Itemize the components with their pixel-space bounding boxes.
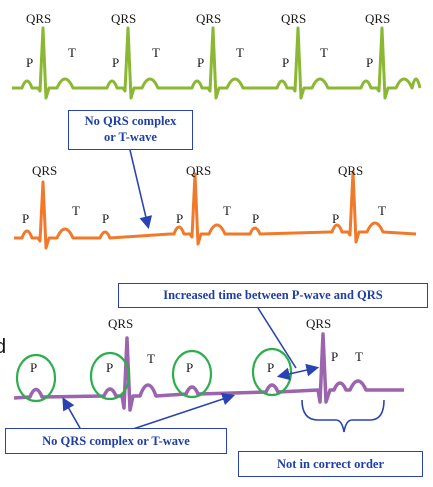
middle-p-label: P [252, 211, 260, 226]
not-in-order-bracket [301, 399, 385, 433]
p-wave-circle [171, 349, 213, 399]
p-wave-circle [89, 351, 131, 401]
middle-t-label: T [378, 203, 386, 218]
p-to-qrs-double-arrow [276, 363, 320, 381]
middle-p-label: P [176, 211, 184, 226]
no-qrs-t-bottom-callout: No QRS complex or T-wave [5, 428, 227, 454]
bottom-qrs-label: QRS [306, 316, 332, 331]
top-qrs-label: QRS [26, 11, 52, 26]
bottom-p-label: P [267, 360, 275, 375]
no-qrs-t-callout-line1: No QRS complex [84, 114, 177, 128]
no-qrs-t-callout: No QRS complex or T-wave [68, 110, 193, 150]
increased-time-pointer [257, 307, 297, 369]
bottom-p-label: P [331, 349, 339, 364]
top-p-label: P [112, 55, 120, 70]
no-qrs-bottom-arrow-left [62, 397, 81, 429]
bottom-p-label: P [30, 360, 38, 375]
top-t-label: T [68, 45, 76, 60]
middle-t-label: T [223, 203, 231, 218]
increased-time-callout: Increased time between P-wave and QRS [118, 283, 428, 308]
top-p-label: P [282, 55, 290, 70]
bottom-qrs-label: QRS [108, 316, 134, 331]
top-qrs-label: QRS [111, 11, 137, 26]
top-p-label: P [366, 55, 374, 70]
edge-fragment-text: d [0, 336, 7, 358]
no-qrs-bottom-arrow-right [129, 392, 236, 431]
top-qrs-label: QRS [281, 11, 307, 26]
top-t-label: T [320, 45, 328, 60]
top-t-label: T [152, 45, 160, 60]
top-p-label: P [197, 55, 205, 70]
middle-p-label: P [102, 211, 110, 226]
middle-p-label: P [332, 211, 340, 226]
middle-ecg-trace [14, 170, 417, 250]
bottom-p-label: P [106, 360, 114, 375]
middle-qrs-label: QRS [186, 163, 212, 178]
middle-qrs-label: QRS [32, 163, 58, 178]
top-t-label: T [236, 45, 244, 60]
middle-qrs-label: QRS [338, 163, 364, 178]
no-qrs-t-callout-line2: or T-wave [104, 129, 157, 144]
not-in-order-callout: Not in correct order [238, 451, 423, 477]
bottom-p-label: P [186, 360, 194, 375]
top-qrs-label: QRS [196, 11, 222, 26]
top-ecg-trace [12, 26, 422, 100]
p-wave-circle [15, 353, 57, 403]
top-p-label: P [26, 55, 34, 70]
top-qrs-label: QRS [365, 11, 391, 26]
bottom-t-label: T [147, 351, 155, 366]
bottom-t-label: T [355, 349, 363, 364]
bottom-ecg-trace [13, 332, 404, 412]
no-qrs-arrow [129, 149, 153, 230]
middle-t-label: T [72, 203, 80, 218]
middle-p-label: P [22, 211, 30, 226]
